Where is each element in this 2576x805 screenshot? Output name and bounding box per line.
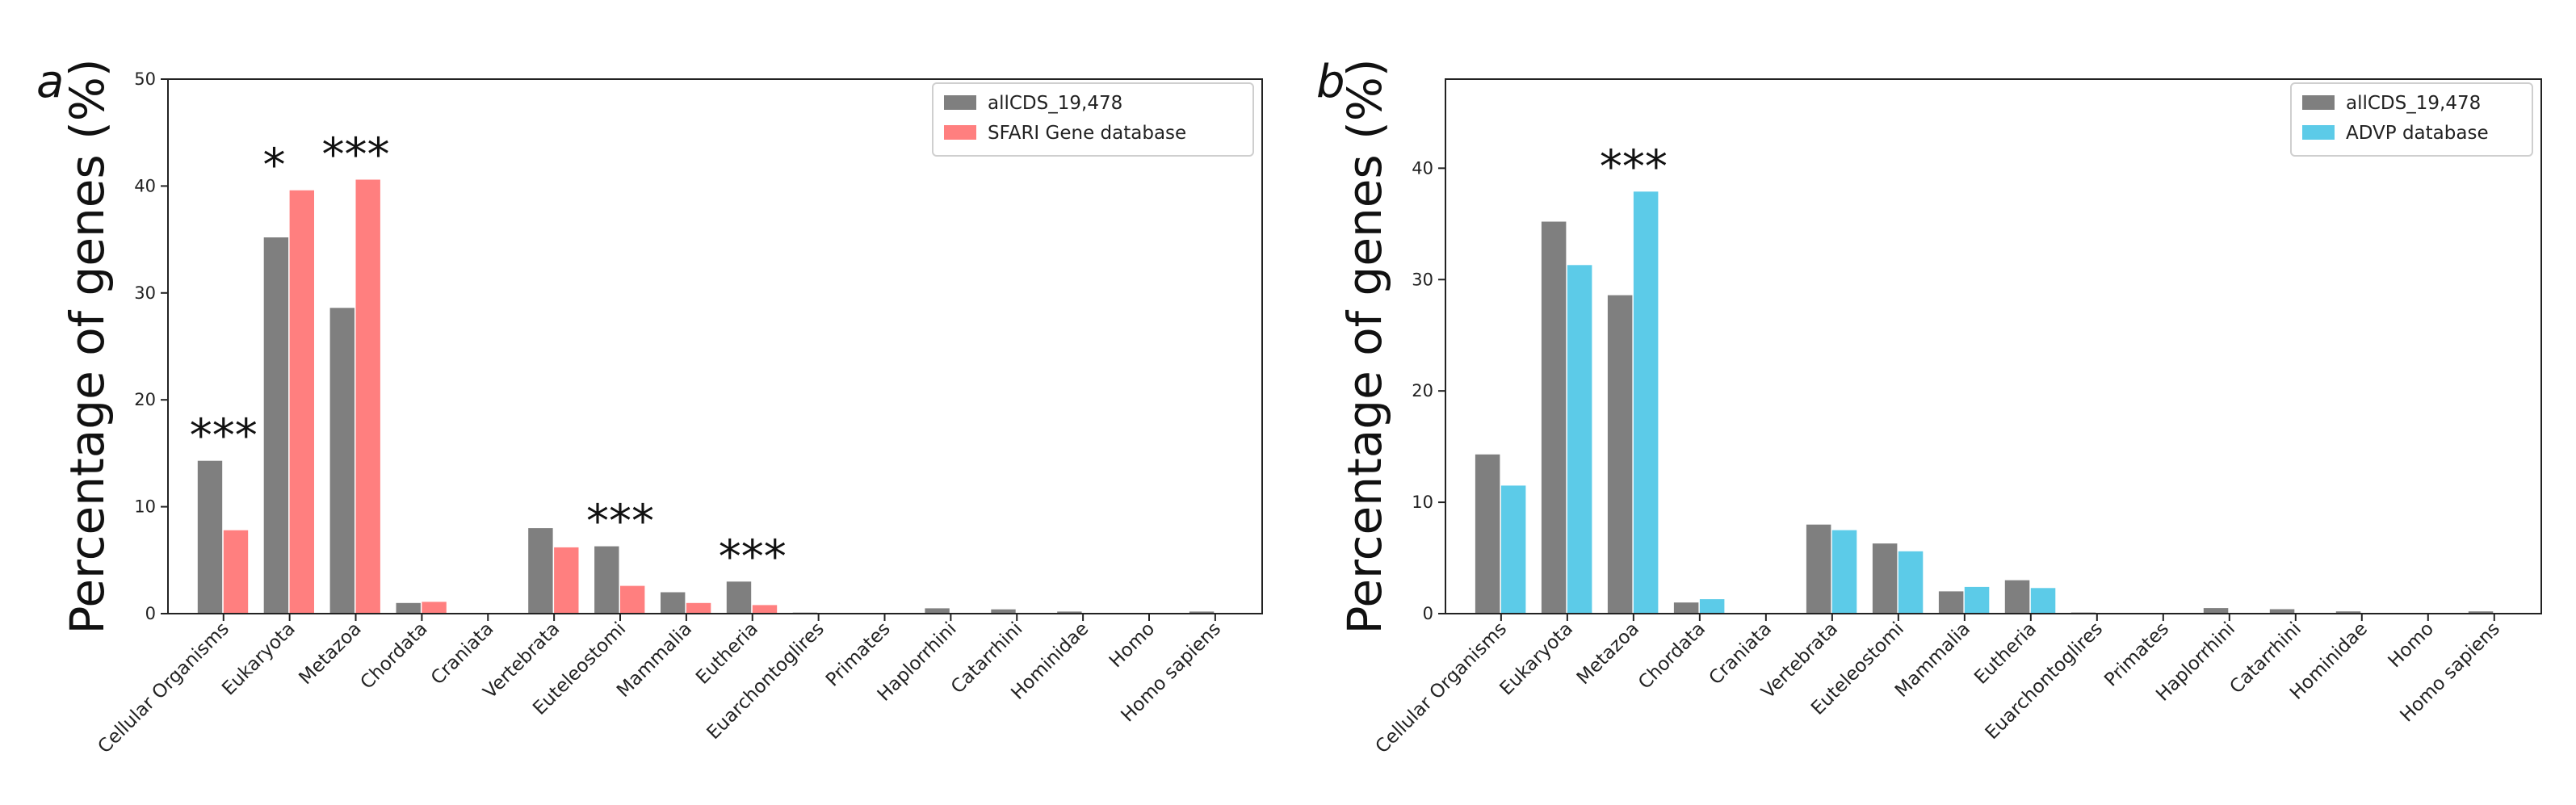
- y-tick-label: 40: [134, 176, 156, 195]
- bar-allcds-19-478-1: [263, 237, 289, 614]
- bar-advp-database-2: [1633, 191, 1659, 614]
- x-tick-label: Euarchontoglires: [703, 618, 829, 744]
- plot-frame: [167, 78, 1263, 614]
- y-tick-label: 10: [1412, 493, 1433, 512]
- bar-allcds-19-478-11: [2203, 608, 2229, 614]
- plot-frame: [1445, 78, 2542, 614]
- bar-allcds-19-478-0: [197, 460, 223, 614]
- bar-advp-database-5: [1831, 530, 1857, 614]
- bar-sfari-gene-database-7: [686, 602, 711, 614]
- bar-sfari-gene-database-1: [289, 190, 314, 614]
- bar-allcds-19-478-5: [528, 528, 553, 614]
- legend-box: [2290, 82, 2533, 157]
- x-tick-label: Metazoa: [296, 618, 366, 689]
- legend-swatch: [2302, 125, 2335, 140]
- bar-sfari-gene-database-3: [422, 602, 447, 614]
- bar-advp-database-6: [1898, 551, 1924, 614]
- bar-sfari-gene-database-0: [223, 530, 249, 614]
- bar-allcds-19-478-7: [1938, 591, 1964, 614]
- x-tick-label: Homo: [2385, 618, 2438, 672]
- y-tick-label: 0: [1423, 604, 1433, 623]
- y-tick-label: 40: [1412, 158, 1433, 178]
- bar-allcds-19-478-3: [1673, 602, 1699, 614]
- y-tick-label: 10: [134, 497, 156, 517]
- bar-advp-database-3: [1699, 599, 1725, 614]
- bar-sfari-gene-database-6: [620, 585, 645, 614]
- x-tick-label: Chordata: [1634, 618, 1710, 694]
- y-tick-label: 0: [145, 604, 156, 623]
- legend-box: [932, 82, 1254, 157]
- x-tick-label: Craniata: [427, 618, 498, 690]
- x-tick-label: Homo: [1105, 618, 1159, 672]
- significance-marker: ***: [190, 410, 258, 463]
- x-tick-label: Craniata: [1705, 618, 1777, 690]
- y-tick-label: 20: [134, 390, 156, 409]
- bar-allcds-19-478-8: [2004, 580, 2030, 614]
- bar-allcds-19-478-3: [396, 602, 421, 614]
- legend-label: ADVP database: [2346, 123, 2489, 144]
- y-axis-label: Percentage of genes (%): [60, 58, 115, 634]
- bar-advp-database-0: [1500, 485, 1526, 614]
- bar-allcds-19-478-6: [594, 546, 619, 614]
- bar-allcds-19-478-6: [1872, 543, 1898, 614]
- bar-sfari-gene-database-8: [752, 605, 778, 614]
- bar-allcds-19-478-2: [1607, 295, 1633, 614]
- legend-swatch: [2302, 95, 2335, 110]
- bar-allcds-19-478-12: [991, 609, 1016, 614]
- bar-sfari-gene-database-2: [355, 179, 380, 614]
- significance-marker: ***: [1600, 140, 1668, 193]
- bar-advp-database-8: [2030, 588, 2056, 614]
- bar-allcds-19-478-11: [925, 608, 950, 614]
- significance-marker: ***: [322, 128, 390, 181]
- significance-marker: *: [262, 140, 285, 192]
- y-tick-label: 20: [1412, 381, 1433, 400]
- y-tick-label: 30: [134, 283, 156, 303]
- x-tick-label: Eutheria: [692, 618, 762, 689]
- bar-allcds-19-478-0: [1475, 454, 1500, 614]
- panel-letter: b: [1316, 56, 1345, 108]
- bar-allcds-19-478-13: [2335, 611, 2361, 614]
- x-tick-label: Metazoa: [1573, 618, 1643, 689]
- x-tick-label: Eutheria: [1970, 618, 2041, 689]
- x-tick-label: Cellular Organisms: [94, 618, 233, 758]
- legend-label: allCDS_19,478: [988, 93, 1122, 114]
- x-tick-label: Cellular Organisms: [1372, 618, 1512, 758]
- legend-label: SFARI Gene database: [988, 123, 1186, 144]
- bar-sfari-gene-database-5: [554, 547, 579, 614]
- bar-allcds-19-478-7: [661, 592, 686, 614]
- panel-letter: a: [36, 56, 64, 108]
- bar-allcds-19-478-15: [1189, 611, 1215, 614]
- bar-allcds-19-478-13: [1057, 611, 1082, 614]
- y-tick-label: 50: [134, 69, 156, 89]
- bar-allcds-19-478-8: [726, 581, 752, 614]
- bar-allcds-19-478-1: [1541, 221, 1567, 614]
- bar-allcds-19-478-12: [2269, 609, 2295, 614]
- bar-allcds-19-478-15: [2468, 611, 2494, 614]
- legend-swatch: [944, 95, 976, 110]
- bar-allcds-19-478-5: [1806, 524, 1831, 614]
- bar-advp-database-1: [1567, 265, 1592, 614]
- bar-advp-database-7: [1964, 586, 1990, 614]
- x-tick-label: Chordata: [357, 618, 432, 694]
- significance-marker: ***: [719, 530, 787, 583]
- legend-swatch: [944, 125, 976, 140]
- y-axis-label: Percentage of genes (%): [1337, 58, 1392, 634]
- bar-allcds-19-478-2: [329, 308, 355, 614]
- x-tick-label: Euarchontoglires: [1982, 618, 2107, 744]
- legend-label: allCDS_19,478: [2346, 93, 2481, 114]
- y-tick-label: 30: [1412, 270, 1433, 289]
- significance-marker: ***: [586, 496, 654, 548]
